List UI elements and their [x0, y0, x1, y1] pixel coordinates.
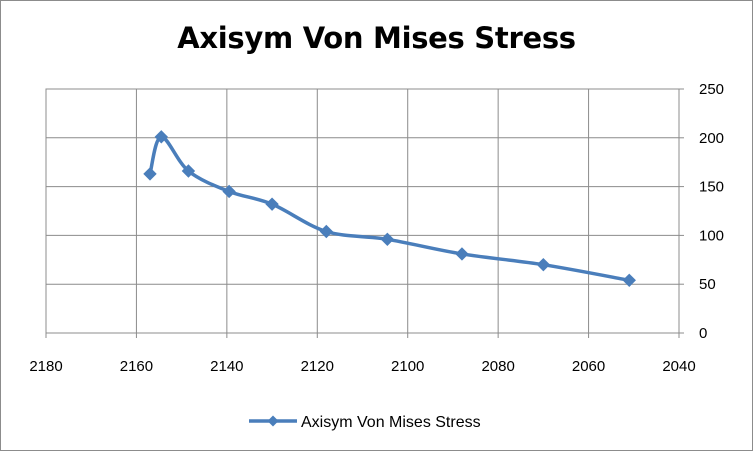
data-point-marker: [265, 197, 279, 211]
data-point-marker: [143, 167, 157, 181]
x-tick-label: 2100: [391, 358, 424, 375]
chart-title: Axisym Von Mises Stress: [177, 21, 576, 55]
data-point-marker: [222, 184, 236, 199]
series-line: [148, 135, 632, 283]
axes: [45, 88, 684, 338]
data-point-marker: [536, 257, 551, 272]
x-tick-label: 2160: [120, 358, 153, 375]
y-tick-label: 150: [699, 179, 724, 196]
data-point-marker: [154, 130, 169, 144]
legend-diamond-icon: [267, 415, 279, 427]
data-point-marker: [622, 273, 636, 288]
y-tick-label: 200: [699, 130, 724, 147]
y-tick-label: 100: [699, 227, 724, 244]
legend-label: Axisym Von Mises Stress: [301, 414, 481, 431]
y-tick-label: 250: [699, 81, 724, 98]
plot-area-border: [45, 88, 680, 334]
x-tick-label: 2180: [29, 358, 62, 375]
x-tick-label: 2140: [210, 358, 243, 375]
x-tick-label: 2080: [481, 358, 514, 375]
x-tick-label: 2060: [572, 358, 605, 375]
y-tick-label: 50: [699, 276, 716, 293]
x-tick-label: 2040: [662, 358, 695, 375]
tick-labels: 0 50 100 150 200 250 2180 2160 2140 2120 2100 2080 2…: [29, 81, 724, 375]
data-point-marker: [181, 164, 196, 178]
series-layer: [143, 130, 636, 288]
data-point-marker: [380, 232, 395, 247]
y-tick-label: 0: [699, 325, 707, 342]
data-point-marker: [455, 247, 469, 261]
gridlines: [45, 88, 680, 334]
x-tick-label: 2120: [301, 358, 334, 375]
legend: Axisym Von Mises Stress: [249, 414, 481, 431]
data-point-marker: [319, 224, 334, 239]
